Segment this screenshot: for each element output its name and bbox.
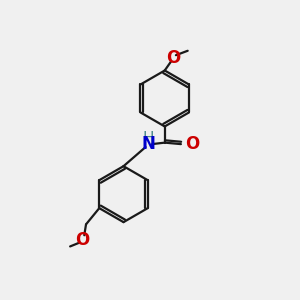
Text: H: H: [142, 131, 154, 146]
Text: O: O: [166, 49, 180, 67]
Text: N: N: [142, 135, 155, 153]
Text: O: O: [185, 135, 200, 153]
Text: O: O: [75, 231, 90, 249]
